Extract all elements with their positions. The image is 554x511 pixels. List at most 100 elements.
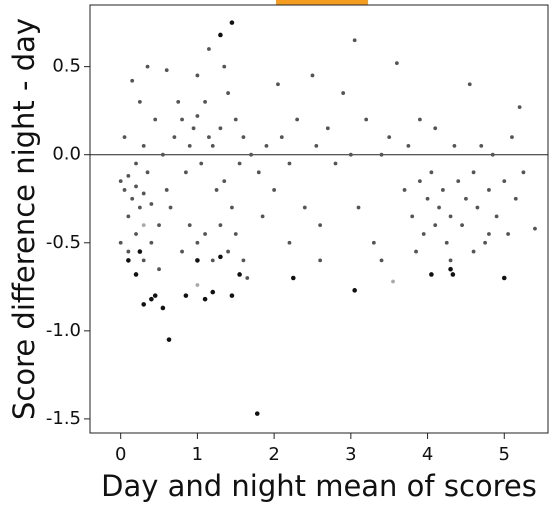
data-point xyxy=(487,188,491,192)
data-point xyxy=(406,144,411,148)
plot-frame xyxy=(89,4,549,434)
data-point xyxy=(133,272,139,277)
data-point xyxy=(513,196,518,201)
data-point xyxy=(444,240,449,245)
data-point xyxy=(245,276,250,280)
data-point xyxy=(352,38,357,43)
data-point xyxy=(134,161,138,166)
data-point xyxy=(379,152,384,157)
data-point xyxy=(145,64,150,69)
data-point xyxy=(254,411,260,416)
data-point xyxy=(433,223,438,228)
data-point xyxy=(241,258,246,263)
data-point xyxy=(203,232,207,236)
data-point xyxy=(176,99,181,104)
data-point xyxy=(226,249,230,254)
data-point xyxy=(130,196,135,201)
data-point xyxy=(402,188,407,192)
data-point xyxy=(153,117,158,122)
data-point xyxy=(218,223,223,228)
data-point xyxy=(134,232,138,236)
data-point xyxy=(164,68,169,73)
data-point xyxy=(483,240,487,245)
data-point xyxy=(118,179,123,184)
data-point xyxy=(137,249,143,254)
data-point xyxy=(410,214,415,219)
data-point xyxy=(517,105,522,110)
data-point xyxy=(229,20,235,25)
data-point xyxy=(310,73,315,78)
data-point xyxy=(160,305,166,311)
data-point xyxy=(341,91,346,95)
data-point xyxy=(452,144,457,148)
data-point xyxy=(287,240,292,245)
data-point xyxy=(137,205,142,210)
data-point xyxy=(502,179,507,184)
data-point xyxy=(195,73,200,78)
data-point xyxy=(126,173,131,178)
data-point xyxy=(318,223,323,228)
data-point xyxy=(152,293,158,298)
data-point xyxy=(429,170,434,175)
data-point xyxy=(287,161,292,166)
data-point xyxy=(394,61,399,66)
x-tick-label: 1 xyxy=(192,444,203,465)
data-point xyxy=(180,249,184,254)
data-point xyxy=(356,205,361,210)
data-point xyxy=(141,144,146,148)
data-point xyxy=(348,152,353,157)
data-point xyxy=(379,258,384,263)
data-point xyxy=(279,135,284,139)
data-point xyxy=(157,223,161,228)
x-tick-label: 0 xyxy=(115,444,126,465)
data-point xyxy=(256,170,261,175)
data-point xyxy=(260,214,265,219)
x-tick-label: 5 xyxy=(499,444,510,465)
data-point xyxy=(218,32,223,38)
data-point xyxy=(168,205,173,210)
data-point xyxy=(237,272,242,277)
data-point xyxy=(118,240,123,245)
data-point xyxy=(145,170,150,175)
data-point xyxy=(157,267,161,272)
data-point xyxy=(149,296,154,302)
data-point xyxy=(333,161,338,166)
data-point xyxy=(448,266,453,272)
data-point xyxy=(195,240,200,245)
data-point xyxy=(318,258,323,263)
data-point xyxy=(417,117,422,122)
data-point xyxy=(207,135,211,139)
data-point xyxy=(229,293,235,298)
x-tick-label: 2 xyxy=(268,444,279,465)
data-point xyxy=(122,188,127,192)
data-point xyxy=(191,126,196,131)
data-point xyxy=(414,249,418,254)
highlight-tab xyxy=(276,0,368,5)
data-point xyxy=(183,293,189,298)
data-point xyxy=(487,232,491,236)
data-point xyxy=(180,117,184,122)
data-point xyxy=(506,232,511,236)
data-point xyxy=(166,337,172,342)
data-point xyxy=(141,191,146,196)
data-point xyxy=(126,214,131,219)
data-point xyxy=(249,152,254,157)
data-point xyxy=(450,272,456,277)
data-point xyxy=(218,254,223,260)
data-point xyxy=(272,188,277,192)
data-point xyxy=(417,179,422,184)
data-point xyxy=(222,64,227,69)
data-point xyxy=(276,82,280,87)
data-point xyxy=(475,205,480,210)
data-point xyxy=(371,240,376,245)
data-point xyxy=(210,144,215,148)
data-point xyxy=(364,117,369,122)
data-point xyxy=(164,188,169,192)
data-point xyxy=(421,232,426,236)
data-point xyxy=(448,214,453,219)
data-point xyxy=(264,144,269,148)
data-point xyxy=(437,205,441,210)
data-point xyxy=(241,135,246,139)
y-tick-label: 0.5 xyxy=(52,56,81,77)
